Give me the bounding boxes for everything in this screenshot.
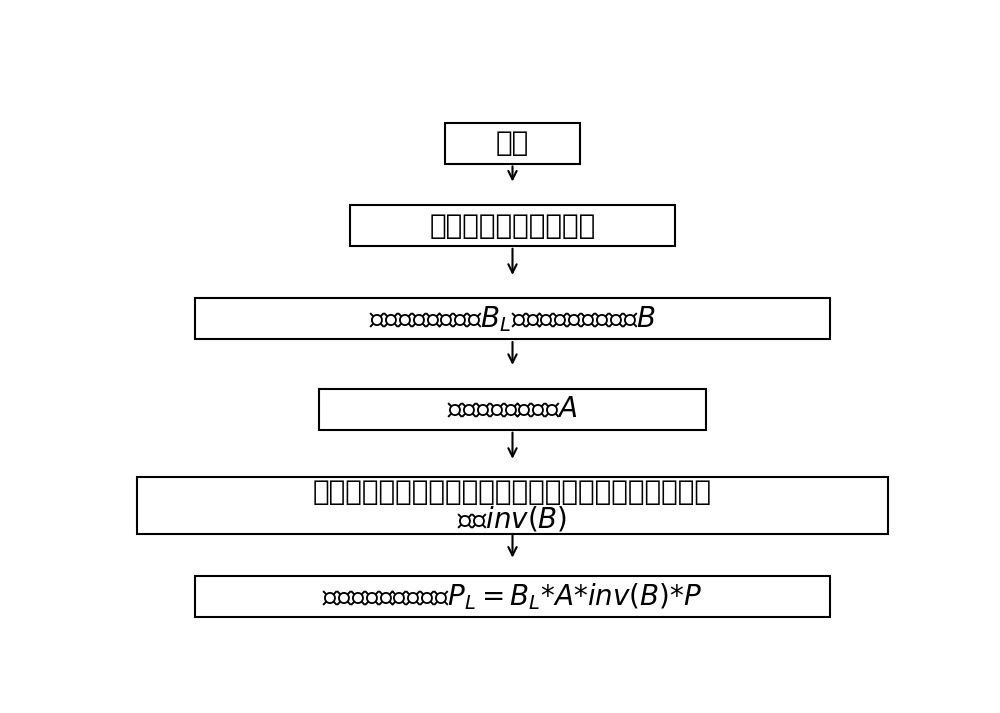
- Text: 得到$inv(B)$: 得到$inv(B)$: [457, 504, 568, 533]
- FancyBboxPatch shape: [319, 389, 706, 430]
- FancyBboxPatch shape: [350, 205, 675, 246]
- Text: 建立网络关联矩阵$A$: 建立网络关联矩阵$A$: [447, 396, 578, 424]
- FancyBboxPatch shape: [195, 298, 830, 339]
- Text: 建立支路导纳矩阵$B_L$，计算节点导纳矩阵$B$: 建立支路导纳矩阵$B_L$，计算节点导纳矩阵$B$: [369, 304, 656, 334]
- Text: 开始: 开始: [496, 129, 529, 157]
- Text: 计算支路潮流矩阵：$P_L=B_L$*$A$*$inv(B)$*$P$: 计算支路潮流矩阵：$P_L=B_L$*$A$*$inv(B)$*$P$: [322, 581, 703, 612]
- Text: 筛选网损灵敏度大于阈值的节点，求和并计算平均值，: 筛选网损灵敏度大于阈值的节点，求和并计算平均值，: [313, 478, 712, 506]
- FancyBboxPatch shape: [195, 575, 830, 617]
- FancyBboxPatch shape: [137, 477, 888, 534]
- FancyBboxPatch shape: [445, 123, 580, 164]
- Text: 获取原始数据网络参数: 获取原始数据网络参数: [429, 212, 596, 240]
